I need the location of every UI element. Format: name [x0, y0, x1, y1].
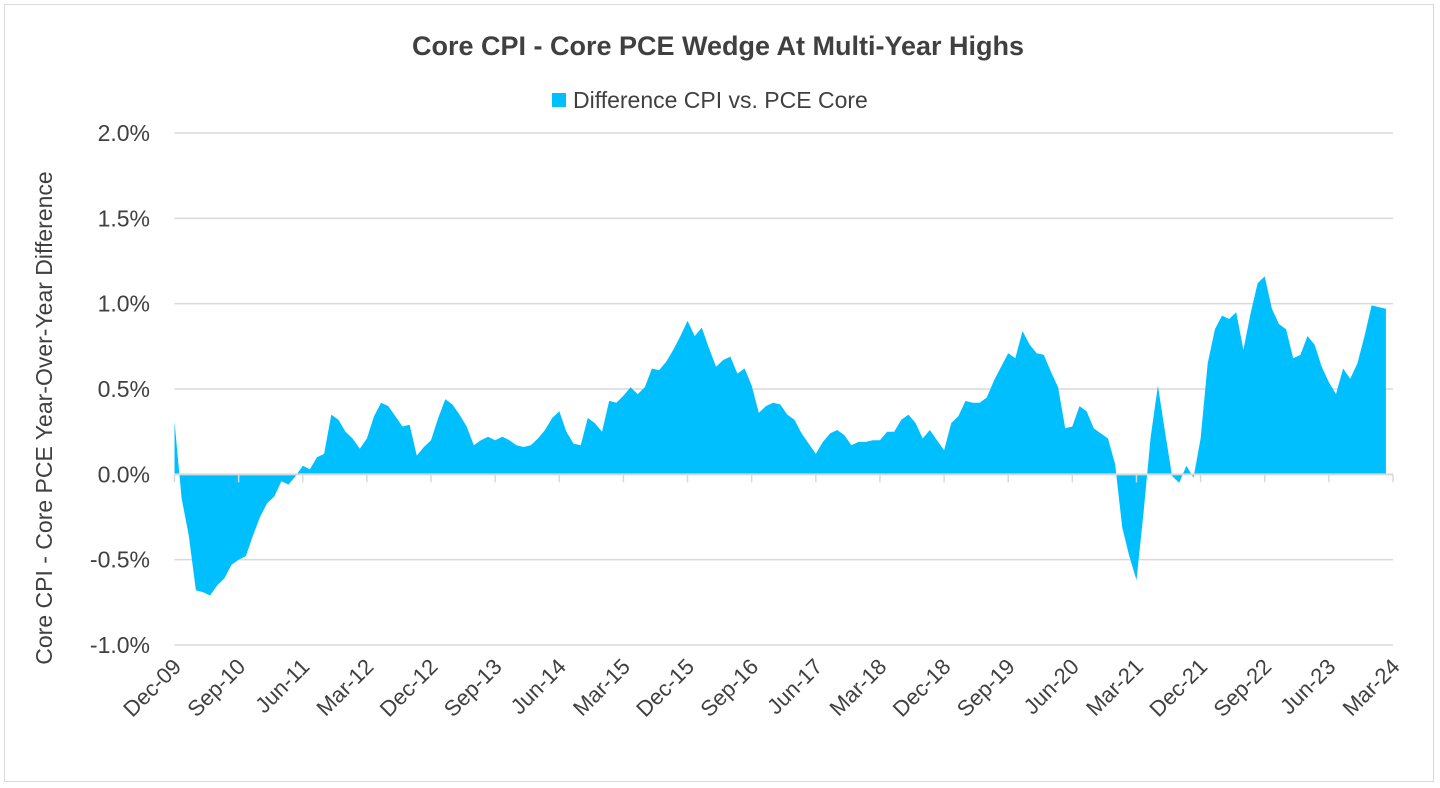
legend: Difference CPI vs. PCE Core: [552, 87, 868, 113]
x-tick-label: Mar-24: [1338, 654, 1405, 721]
y-tick-label: 0.0%: [98, 461, 150, 487]
y-tick-label: -0.5%: [90, 547, 150, 573]
x-tick-label: Jun-17: [762, 654, 827, 719]
x-tick-label: Mar-12: [311, 654, 378, 721]
x-tick-label: Dec-21: [1144, 654, 1212, 722]
chart-title: Core CPI - Core PCE Wedge At Multi-Year …: [412, 31, 1024, 61]
x-tick-label: Dec-09: [118, 654, 186, 722]
gridlines: [174, 132, 1393, 646]
y-tick-label: 2.0%: [98, 120, 150, 146]
x-tick-label: Mar-18: [825, 654, 892, 721]
x-tick-label: Dec-12: [375, 654, 443, 722]
legend-label: Difference CPI vs. PCE Core: [573, 87, 868, 113]
y-tick-labels: 2.0% 1.5% 1.0% 0.5% 0.0% -0.5% -1.0%: [90, 120, 150, 658]
legend-swatch: [552, 93, 566, 107]
x-tick-label: Sep-22: [1208, 654, 1276, 722]
chart-frame: [4, 4, 1434, 782]
x-tick-label: Sep-19: [952, 654, 1020, 722]
x-tick-label: Mar-21: [1081, 654, 1148, 721]
y-tick-label: 0.5%: [98, 376, 150, 402]
x-tick-label: Jun-11: [250, 654, 314, 718]
x-tick-label: Sep-10: [182, 654, 250, 722]
y-tick-label: 1.0%: [98, 291, 150, 317]
x-tick-label: Sep-13: [439, 654, 507, 722]
series-area: [174, 276, 1386, 596]
x-tick-label: Mar-15: [568, 654, 635, 721]
x-tick-label: Jun-14: [506, 654, 571, 719]
x-tick-label: Dec-15: [631, 654, 699, 722]
x-tick-label: Jun-23: [1275, 654, 1340, 719]
y-tick-label: -1.0%: [90, 632, 150, 658]
x-tick-label: Dec-18: [888, 654, 956, 722]
y-tick-label: 1.5%: [98, 205, 150, 231]
x-tick-label: Jun-20: [1019, 654, 1084, 719]
x-tick-label: Sep-16: [695, 654, 763, 722]
y-axis-label: Core CPI - Core PCE Year-Over-Year Diffe…: [31, 171, 57, 664]
